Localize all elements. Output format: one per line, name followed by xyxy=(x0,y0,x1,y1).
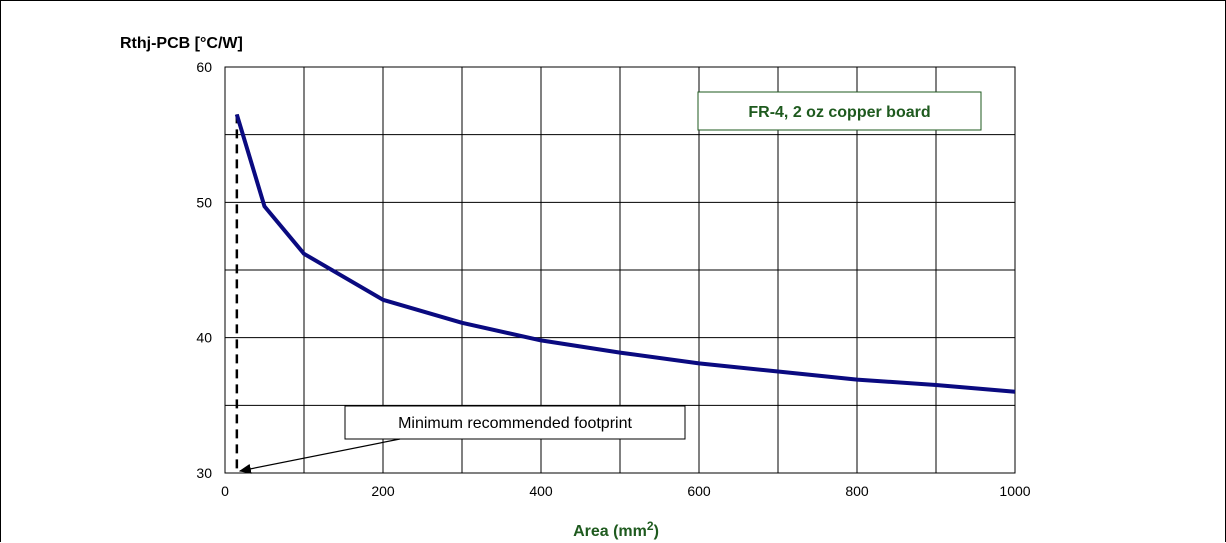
plot-area-border xyxy=(224,66,1016,474)
x-tick-label: 1000 xyxy=(999,483,1030,499)
y-axis-label: Rthj-PCB [°C/W] xyxy=(120,35,243,52)
x-tick-label: 800 xyxy=(845,483,869,499)
x-tick-label: 200 xyxy=(371,483,395,499)
x-tick-label: 0 xyxy=(221,483,229,499)
y-tick-label: 50 xyxy=(196,194,212,210)
series-points xyxy=(236,114,1016,392)
footprint-annotation: Minimum recommended footprint xyxy=(238,405,686,474)
grid-lines xyxy=(225,67,1015,473)
y-axis-ticks: 30 40 50 60 xyxy=(196,59,212,481)
y-tick-label: 30 xyxy=(196,465,212,481)
board-type-label: FR-4, 2 oz copper board xyxy=(697,91,982,131)
y-tick-label: 60 xyxy=(196,59,212,75)
x-tick-label: 600 xyxy=(687,483,711,499)
svg-text:FR-4, 2 oz copper board: FR-4, 2 oz copper board xyxy=(748,104,930,121)
y-tick-label: 40 xyxy=(196,330,212,346)
svg-text:Minimum recommended footprint: Minimum recommended footprint xyxy=(398,415,632,432)
x-axis-label: Area (mm2) xyxy=(573,519,659,540)
x-axis-ticks: 0 200 400 600 800 1000 xyxy=(221,483,1031,499)
x-tick-label: 400 xyxy=(529,483,553,499)
series-line xyxy=(234,113,1016,394)
footprint-arrow xyxy=(238,438,401,474)
